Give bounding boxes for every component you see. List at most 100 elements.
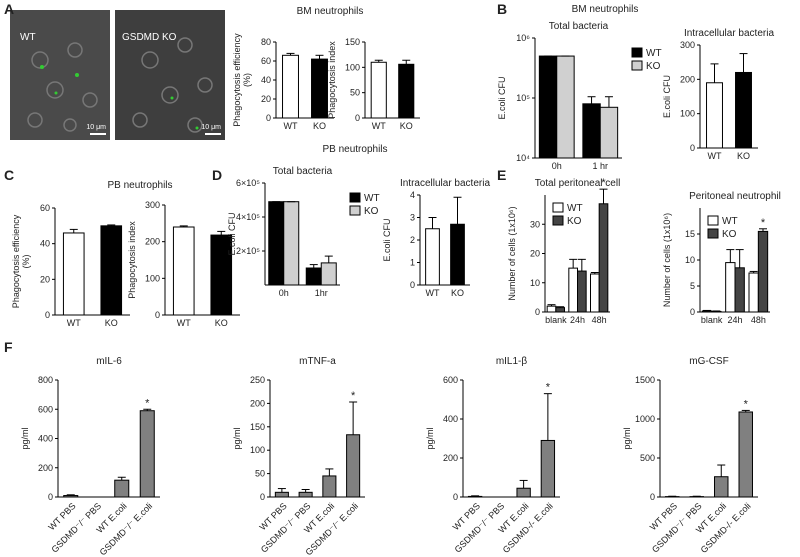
x-tick-label: KO [313, 121, 326, 131]
chart-title: Total peritoneal cell [535, 178, 621, 189]
chart-title: Intracellular bacteria [400, 178, 490, 189]
x-tick-label: WT [708, 151, 722, 161]
y-tick-label: 100 [250, 445, 265, 455]
y-axis-label: pg/ml [425, 427, 435, 449]
bar [577, 270, 587, 313]
y-tick-label: 0 [260, 492, 265, 502]
bar [425, 228, 440, 286]
legend-swatch [552, 215, 564, 226]
annotation: * [145, 397, 150, 409]
y-axis-label: Number of cells (1x10⁶) [662, 213, 672, 307]
x-tick-label: WT [284, 121, 298, 131]
panel-title: BM neutrophils [572, 4, 639, 15]
x-tick-label: 24h [570, 315, 585, 325]
y-tick-label: 15 [685, 229, 695, 239]
bar [172, 226, 195, 316]
bar [322, 475, 337, 498]
bar [467, 495, 483, 498]
y-tick-label: 40 [261, 75, 271, 85]
bar [568, 267, 578, 313]
legend-swatch [552, 202, 564, 213]
annotation: * [761, 217, 766, 229]
y-tick-label: 500 [640, 453, 655, 463]
bar [748, 272, 759, 313]
panel-label: A [4, 1, 14, 17]
y-tick-label: 0 [266, 113, 271, 123]
y-axis-label: pg/ml [232, 427, 242, 449]
y-tick-label: 200 [38, 463, 53, 473]
x-tick-label: 48h [592, 315, 607, 325]
y-tick-label: 300 [680, 40, 695, 50]
bar [599, 106, 619, 159]
legend-swatch [349, 192, 361, 203]
legend-swatch [349, 205, 361, 216]
x-tick-label: 48h [751, 315, 766, 325]
y-tick-label: 0 [453, 492, 458, 502]
bar [598, 203, 609, 313]
x-tick-label: KO [215, 318, 228, 328]
bar [735, 71, 752, 149]
panel-label: D [212, 167, 222, 183]
legend-label: WT [646, 48, 662, 59]
y-tick-label: 2×10⁵ [236, 246, 260, 256]
legend-swatch [631, 47, 643, 58]
y-axis-label: pg/ml [20, 427, 30, 449]
x-tick-label: WT [426, 288, 440, 298]
y-tick-label: 3 [410, 213, 415, 223]
x-tick-label: blank [701, 315, 723, 325]
bar [450, 223, 465, 286]
bar [268, 201, 285, 286]
bar [283, 201, 300, 286]
y-tick-label: 10⁶ [516, 33, 530, 43]
chart-title: Total bacteria [273, 166, 333, 177]
scale-label: 10 μm [201, 124, 221, 131]
bar [582, 103, 601, 159]
bar [274, 491, 289, 498]
y-tick-label: 100 [145, 273, 160, 283]
x-tick-label: 0h [552, 161, 562, 171]
legend-swatch [707, 228, 719, 239]
panel-label: C [4, 167, 14, 183]
micrograph-label: WT [20, 32, 36, 43]
annotation: * [546, 382, 551, 394]
bar [398, 63, 415, 119]
bar [711, 310, 722, 313]
bar [320, 262, 337, 286]
bar [757, 230, 769, 313]
y-tick-label: 150 [250, 422, 265, 432]
scale-label: 10 μm [86, 124, 106, 131]
y-tick-label: 200 [250, 398, 265, 408]
bar [139, 410, 155, 498]
bar [538, 55, 558, 159]
y-tick-label: 800 [38, 375, 53, 385]
y-tick-label: 0 [155, 310, 160, 320]
y-tick-label: 0 [410, 280, 415, 290]
y-tick-label: 20 [40, 274, 50, 284]
bar [282, 54, 299, 119]
bar [370, 61, 387, 119]
y-tick-label: 50 [255, 469, 265, 479]
bar [555, 307, 565, 313]
chart-title: mTNF-a [299, 356, 336, 367]
panel-label: B [497, 1, 507, 17]
y-tick-label: 60 [40, 203, 50, 213]
annotation: * [601, 177, 606, 189]
x-tick-label: KO [451, 288, 464, 298]
y-tick-label: 20 [530, 249, 540, 259]
green-signal [40, 65, 199, 130]
bar [734, 267, 745, 313]
y-axis-label: Phagocytosis efficiency(%) [232, 33, 252, 127]
cells [27, 37, 213, 133]
y-axis-label: pg/ml [622, 427, 632, 449]
bar [701, 310, 713, 313]
x-tick-label: KO [105, 318, 118, 328]
bar [706, 82, 723, 149]
y-tick-label: 1500 [635, 375, 655, 385]
y-tick-label: 30 [530, 219, 540, 229]
y-tick-label: 4 [410, 190, 415, 200]
panel-title: PB neutrophils [322, 144, 387, 155]
bar [540, 439, 556, 498]
y-tick-label: 5 [690, 281, 695, 291]
y-tick-label: 4×10⁵ [236, 212, 260, 222]
bar [62, 232, 85, 316]
